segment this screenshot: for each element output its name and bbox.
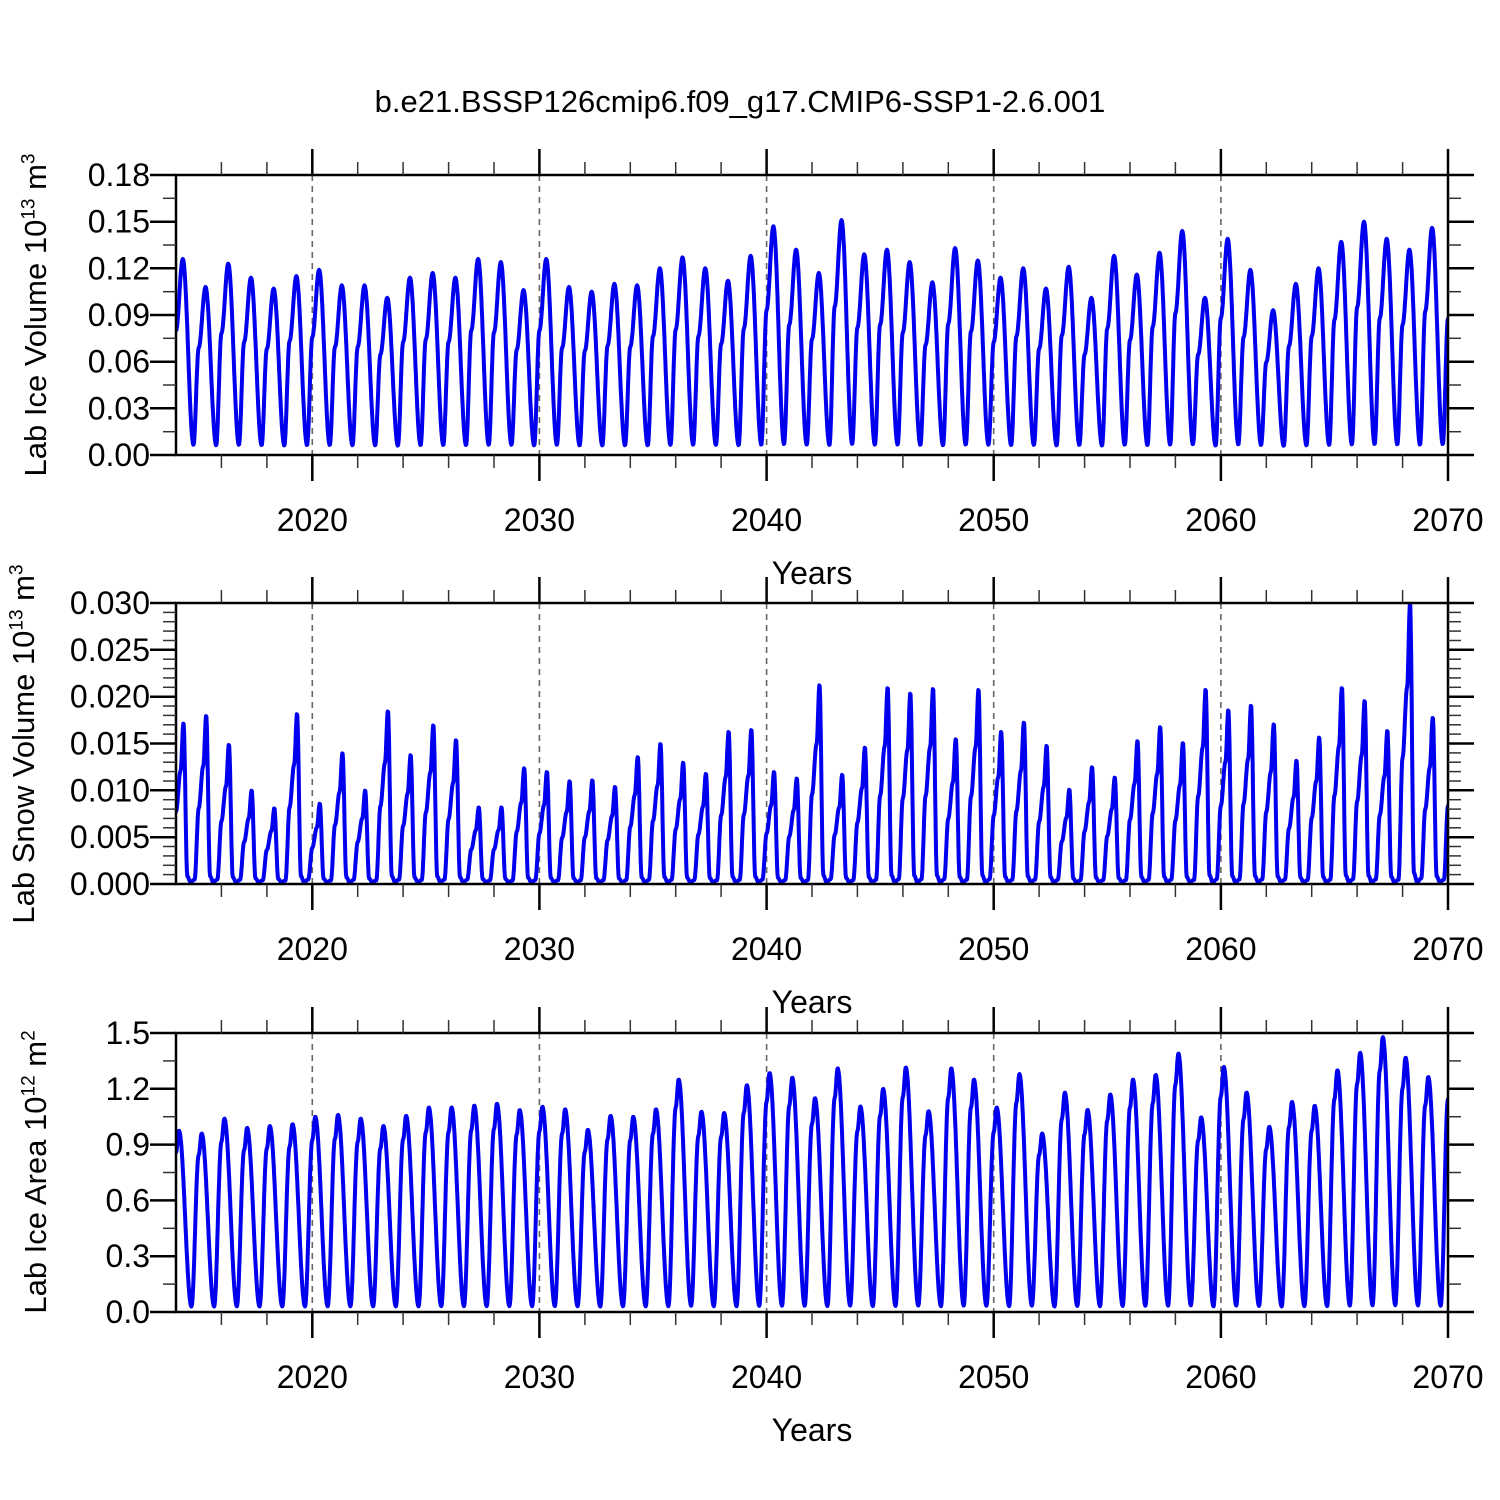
y-axis-label-text: Lab Ice Volume 10	[18, 219, 53, 477]
y-tick-label: 0.3	[106, 1238, 150, 1274]
y-tick-label: 1.2	[106, 1071, 150, 1107]
ice-area-line	[176, 1035, 1448, 1309]
y-axis-label-text: Lab Snow Volume 10	[6, 630, 41, 924]
x-tick-label: 2030	[504, 931, 575, 967]
x-tick-label: 2040	[731, 931, 802, 967]
y-tick-label: 0.03	[88, 390, 150, 426]
x-tick-label: 2070	[1412, 931, 1483, 967]
x-tick-label: 2060	[1185, 502, 1256, 538]
unit-exponent: 3	[18, 153, 40, 165]
x-tick-label: 2040	[731, 502, 802, 538]
ice-volume-line	[176, 218, 1448, 448]
x-tick-label: 2060	[1185, 931, 1256, 967]
unit-exponent: 2	[18, 1030, 40, 1041]
y-tick-label: 1.5	[106, 1015, 150, 1051]
y-tick-label: 0.030	[70, 585, 150, 621]
unit-exponent: 3	[6, 564, 28, 575]
x-axis-label: Years	[771, 1412, 853, 1448]
x-tick-label: 2020	[277, 502, 348, 538]
x-tick-label: 2050	[958, 931, 1029, 967]
y-tick-label: 0.005	[70, 819, 150, 855]
x-tick-label: 2040	[731, 1359, 802, 1395]
y-axis-label-ice-area: Lab Ice Area 1012 m2	[18, 1030, 54, 1313]
y-axis-label-unit: m	[18, 1040, 53, 1076]
chart-title: b.e21.BSSP126cmip6.f09_g17.CMIP6-SSP1-2.…	[374, 84, 1106, 119]
y-tick-label: 0.09	[88, 297, 150, 333]
y-axis-label-ice-volume: Lab Ice Volume 1013 m3	[18, 154, 54, 477]
panel-ice-volume: 2020 2030 2040 2050 2060 2070 0.00 0.03 0.06 0.09…	[88, 149, 1484, 538]
x-tick-label: 2060	[1185, 1359, 1256, 1395]
y-tick-label: 0.6	[106, 1182, 150, 1218]
x-tick-label: 2070	[1412, 502, 1483, 538]
y-tick-label: 0.12	[88, 250, 150, 286]
y-tick-label: 0.025	[70, 632, 150, 668]
exponent: 13	[18, 198, 40, 220]
gridlines	[311, 175, 1222, 455]
gridlines	[311, 1033, 1222, 1312]
y-tick-label: 0.18	[88, 157, 150, 193]
y-axis-label-text: Lab Ice Area 10	[18, 1096, 53, 1314]
y-tick-label: 0.15	[88, 204, 150, 240]
x-tick-label: 2020	[277, 1359, 348, 1395]
x-axis-label: Years	[771, 984, 853, 1020]
y-tick-label: 0.0	[106, 1294, 150, 1330]
panel-snow-volume: 2020 2030 2040 2050 2060 2070 0.000 0.005 0.010 0…	[70, 577, 1484, 967]
x-tick-label: 2050	[958, 502, 1029, 538]
y-tick-label: 0.010	[70, 772, 150, 808]
y-tick-label: 0.9	[106, 1127, 150, 1163]
y-axis-label-snow-volume: Lab Snow Volume 1013 m3	[6, 564, 42, 923]
snow-volume-line	[176, 602, 1448, 885]
x-tick-label: 2050	[958, 1359, 1029, 1395]
x-axis-label: Years	[771, 555, 853, 591]
x-tick-label: 2030	[504, 502, 575, 538]
y-tick-label: 0.00	[88, 437, 150, 473]
y-tick-label: 0.06	[88, 344, 150, 380]
y-axis-label-unit: m	[18, 164, 53, 199]
x-tick-label: 2030	[504, 1359, 575, 1395]
panel-ice-area: 2020 2030 2040 2050 2060 2070 0.0 0.3 0.6 0.9 1.2 1…	[106, 1007, 1484, 1395]
x-tick-label: 2020	[277, 931, 348, 967]
exponent: 12	[18, 1075, 40, 1097]
y-axis-label-unit: m	[6, 575, 41, 610]
y-tick-label: 0.015	[70, 726, 150, 762]
y-tick-label: 0.020	[70, 679, 150, 715]
y-tick-label: 0.000	[70, 866, 150, 902]
x-tick-label: 2070	[1412, 1359, 1483, 1395]
exponent: 13	[6, 609, 28, 631]
